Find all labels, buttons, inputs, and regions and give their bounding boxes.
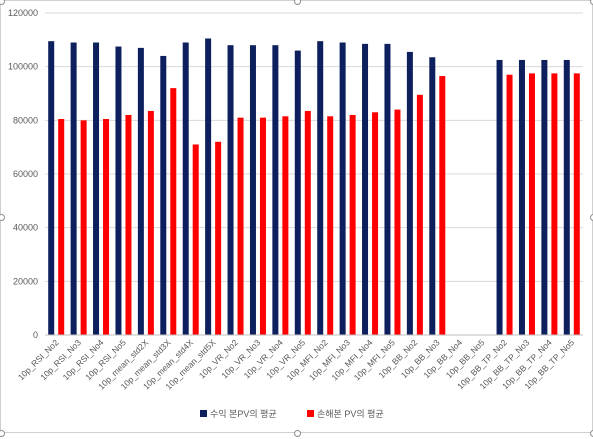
bar-loss[interactable] (125, 114, 132, 335)
bar-loss[interactable] (282, 116, 289, 335)
bar-profit[interactable] (563, 59, 570, 335)
bar-loss[interactable] (573, 73, 580, 335)
resize-handle-middle-right[interactable] (590, 214, 593, 221)
bar-profit[interactable] (137, 47, 144, 336)
y-tick-label: 100000 (8, 62, 38, 72)
bar-profit[interactable] (496, 59, 503, 335)
bar-profit[interactable] (70, 42, 77, 336)
resize-handle-top-left[interactable] (0, 0, 5, 5)
bar-loss[interactable] (439, 76, 446, 335)
resize-handle-middle-left[interactable] (0, 214, 5, 221)
resize-handle-bottom-left[interactable] (0, 430, 5, 437)
bar-loss[interactable] (327, 116, 334, 335)
legend-swatch (200, 410, 207, 417)
bar-loss[interactable] (58, 118, 65, 335)
y-tick-label: 0 (33, 330, 38, 340)
bar-loss[interactable] (304, 110, 311, 335)
bar-profit[interactable] (48, 41, 55, 336)
resize-handle-top-right[interactable] (590, 0, 593, 5)
bar-loss[interactable] (80, 120, 87, 335)
bar-loss[interactable] (103, 118, 110, 335)
bar-loss[interactable] (551, 73, 558, 335)
bar-profit[interactable] (317, 41, 324, 336)
bar-profit[interactable] (362, 43, 369, 335)
bar-loss[interactable] (416, 94, 423, 335)
bar-loss[interactable] (237, 117, 244, 336)
bar-profit[interactable] (227, 45, 234, 335)
bars (48, 38, 580, 336)
bar-profit[interactable] (115, 46, 122, 336)
y-tick-label: 120000 (8, 8, 38, 18)
bar-profit[interactable] (182, 42, 189, 336)
y-tick-label: 40000 (13, 223, 38, 233)
bar-profit[interactable] (160, 55, 167, 335)
bar-loss[interactable] (170, 88, 177, 335)
bar-profit[interactable] (429, 57, 436, 336)
bar-profit[interactable] (541, 59, 548, 335)
x-axis-tick-labels: 10p_RSI_No210p_RSI_No310p_RSI_No410p_RSI… (16, 337, 577, 391)
bar-profit[interactable] (205, 38, 212, 335)
bar-loss[interactable] (259, 117, 266, 336)
bar-loss[interactable] (394, 109, 401, 335)
y-tick-label: 80000 (13, 115, 38, 125)
bar-loss[interactable] (372, 112, 379, 336)
bar-loss[interactable] (528, 73, 535, 335)
bar-profit[interactable] (93, 42, 100, 336)
legend-swatch (307, 410, 314, 417)
bar-loss[interactable] (349, 114, 356, 335)
bar-loss[interactable] (192, 144, 199, 335)
gridlines (45, 12, 583, 282)
resize-handle-top-middle[interactable] (294, 0, 301, 5)
y-axis-tick-labels: 0 20000 40000 60000 80000 100000 120000 (8, 8, 38, 340)
bar-loss[interactable] (215, 141, 222, 335)
bar-loss[interactable] (147, 110, 154, 335)
bar-loss[interactable] (506, 74, 513, 335)
bar-profit[interactable] (384, 43, 391, 335)
legend-entry-label: 손해본 PV의 평균 (317, 409, 384, 419)
bar-profit[interactable] (272, 45, 279, 335)
y-tick-label: 20000 (13, 276, 38, 286)
y-tick-label: 60000 (13, 169, 38, 179)
bar-profit[interactable] (249, 45, 256, 335)
resize-handle-bottom-middle[interactable] (294, 430, 301, 437)
bar-profit[interactable] (406, 51, 413, 336)
legend-entry-label: 수익 본PV의 평균 (210, 408, 277, 419)
bar-profit[interactable] (518, 59, 525, 335)
legend[interactable]: 수익 본PV의 평균 손해본 PV의 평균 (200, 408, 384, 419)
bar-profit[interactable] (294, 50, 301, 336)
bar-profit[interactable] (339, 42, 346, 336)
